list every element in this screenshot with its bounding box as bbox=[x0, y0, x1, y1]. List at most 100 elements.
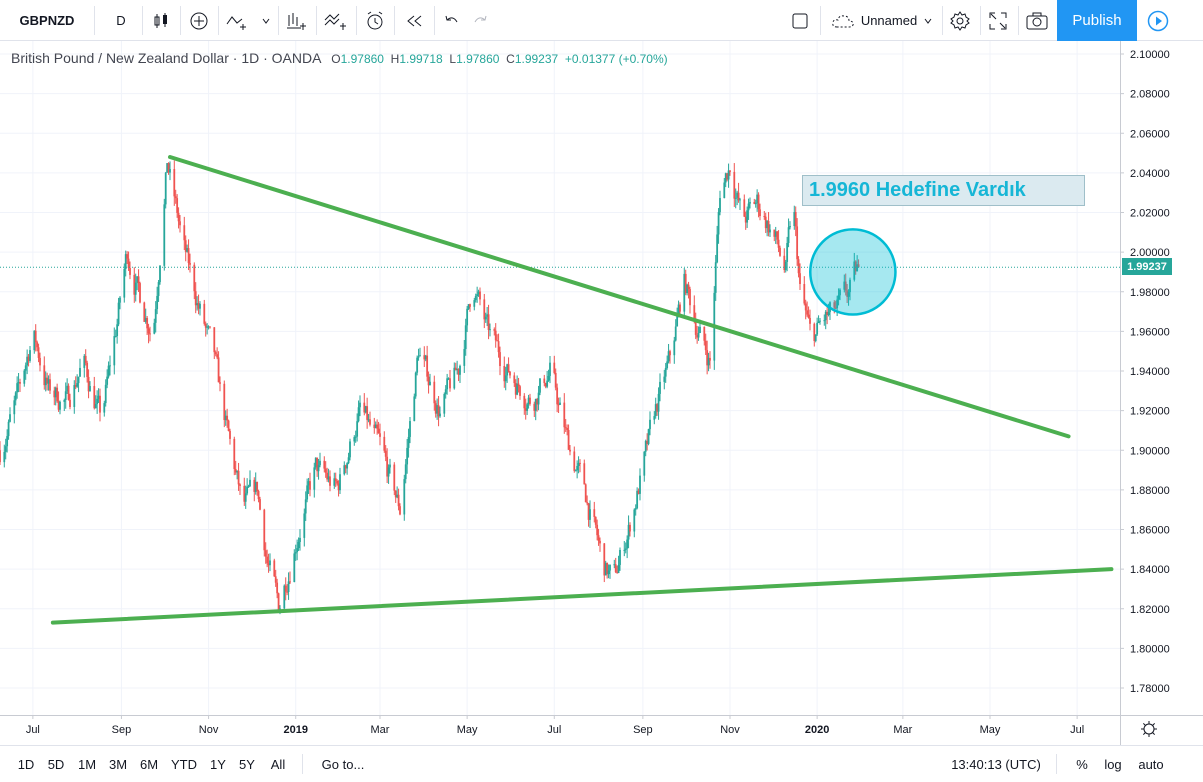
compare-icon[interactable] bbox=[282, 0, 312, 41]
candle-body bbox=[627, 524, 630, 540]
candle-body bbox=[837, 295, 840, 300]
candle-body bbox=[336, 480, 339, 484]
candle-body bbox=[153, 322, 156, 334]
candle-body bbox=[463, 349, 466, 366]
range-1y-button[interactable]: 1Y bbox=[210, 756, 226, 772]
price-axis[interactable] bbox=[1120, 41, 1203, 715]
candle-body bbox=[599, 540, 601, 544]
undo-icon[interactable] bbox=[438, 0, 466, 41]
candle-body bbox=[784, 261, 787, 270]
candle-body bbox=[129, 268, 131, 275]
candle-body bbox=[136, 276, 139, 283]
candle-body bbox=[3, 451, 6, 463]
settings-icon[interactable] bbox=[944, 0, 976, 41]
publish-button[interactable]: Publish bbox=[1057, 0, 1137, 41]
auto-scale-toggle[interactable]: auto bbox=[1138, 756, 1164, 772]
range-3m-button[interactable]: 3M bbox=[108, 756, 128, 772]
candle-body bbox=[14, 392, 17, 401]
chevron-down-icon[interactable] bbox=[256, 0, 276, 41]
time-tick-label: Sep bbox=[112, 724, 132, 736]
range-1m-button[interactable]: 1M bbox=[77, 756, 97, 772]
candle-body bbox=[536, 398, 539, 405]
gear-tooth bbox=[1152, 732, 1156, 736]
candle-body bbox=[516, 383, 519, 395]
add-indicator-icon[interactable] bbox=[184, 0, 214, 41]
candle-body bbox=[194, 291, 197, 306]
candle-body bbox=[287, 581, 290, 593]
candle-body bbox=[604, 562, 607, 576]
candle-body bbox=[43, 365, 46, 386]
snapshot-icon[interactable] bbox=[1020, 0, 1054, 41]
layout-menu[interactable]: Unnamed bbox=[824, 0, 940, 41]
log-scale-toggle[interactable]: log bbox=[1104, 756, 1122, 772]
range-5d-button[interactable]: 5D bbox=[47, 756, 65, 772]
symbol-search-button[interactable]: GBPNZD bbox=[19, 13, 75, 28]
candle-body bbox=[293, 553, 296, 582]
candle-body bbox=[437, 405, 440, 417]
alert-icon[interactable] bbox=[360, 0, 390, 41]
goto-date-button[interactable]: Go to... bbox=[321, 756, 365, 772]
candle-body bbox=[273, 560, 276, 577]
candle-body bbox=[796, 226, 799, 260]
candle-body bbox=[793, 212, 796, 227]
drawing-select-icon[interactable] bbox=[784, 0, 816, 41]
axis-settings-icon[interactable] bbox=[1141, 721, 1157, 737]
candle-body bbox=[513, 375, 516, 384]
candles-icon[interactable] bbox=[146, 0, 176, 41]
candle-body bbox=[0, 450, 1, 463]
interval-button[interactable]: D bbox=[116, 13, 126, 28]
percent-scale-toggle[interactable]: % bbox=[1076, 756, 1088, 772]
clock[interactable]: 13:40:13 (UTC) bbox=[951, 756, 1041, 772]
price-tick-label: 1.86000 bbox=[1130, 525, 1170, 537]
indicators-icon[interactable] bbox=[320, 0, 352, 41]
time-tick-label: Sep bbox=[633, 724, 653, 736]
candle-body bbox=[217, 357, 220, 383]
candle-body bbox=[477, 291, 480, 295]
candle-body bbox=[286, 591, 289, 593]
candle-body bbox=[433, 381, 436, 404]
candle-body bbox=[806, 310, 809, 315]
replay-icon[interactable] bbox=[398, 0, 430, 41]
range-5y-button[interactable]: 5Y bbox=[239, 756, 255, 772]
gear-tooth bbox=[1142, 732, 1146, 736]
candle-body bbox=[106, 376, 109, 385]
time-tick-label: May bbox=[980, 724, 1001, 736]
range-1d-button[interactable]: 1D bbox=[17, 756, 35, 772]
line-tool-icon[interactable] bbox=[222, 0, 252, 41]
candle-body bbox=[376, 424, 379, 429]
candle-body bbox=[114, 336, 117, 338]
price-chart[interactable]: 2.10000 2.08000 2.06000 2.04000 2.02000 2.000… bbox=[0, 41, 1203, 745]
candle-body bbox=[719, 198, 721, 213]
candle-body bbox=[757, 194, 760, 210]
candle-body bbox=[619, 549, 621, 565]
candle-body bbox=[594, 516, 597, 525]
fullscreen-icon[interactable] bbox=[982, 0, 1014, 41]
candle-body bbox=[406, 447, 409, 465]
range-ytd-button[interactable]: YTD bbox=[171, 756, 197, 772]
range-6m-button[interactable]: 6M bbox=[139, 756, 159, 772]
price-tick-label: 1.90000 bbox=[1130, 445, 1170, 457]
candle-body bbox=[54, 387, 57, 398]
highlight-circle[interactable] bbox=[809, 228, 897, 316]
candle-body bbox=[414, 372, 417, 397]
support-trendline[interactable] bbox=[50, 567, 1114, 625]
candle-body bbox=[644, 440, 647, 452]
candle-body bbox=[64, 391, 67, 400]
text-annotation[interactable]: 1.9960 Hedefine Vardık bbox=[802, 175, 1085, 206]
range-all-button[interactable]: All bbox=[270, 756, 286, 772]
play-icon[interactable] bbox=[1138, 0, 1178, 41]
candle-body bbox=[377, 428, 380, 434]
resistance-trendline[interactable] bbox=[168, 155, 1071, 439]
candle-body bbox=[687, 284, 690, 290]
candle-body bbox=[679, 304, 681, 312]
candle-body bbox=[587, 503, 590, 520]
last-price-label: 1.99237 bbox=[1122, 258, 1172, 275]
chart-pane[interactable]: 2.10000 2.08000 2.06000 2.04000 2.02000 2.000… bbox=[0, 41, 1203, 745]
candle-body bbox=[596, 524, 599, 536]
candle-body bbox=[607, 570, 610, 575]
candle-body bbox=[234, 468, 237, 473]
candle-body bbox=[74, 385, 77, 387]
candle-body bbox=[643, 451, 646, 476]
candle-body bbox=[724, 173, 727, 183]
